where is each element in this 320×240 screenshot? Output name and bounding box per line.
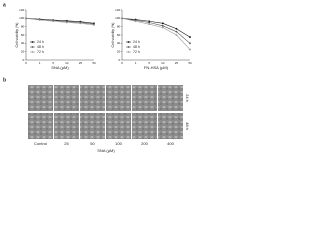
legend-label: 48 h [37,45,44,49]
legend-label: 48 h [133,45,140,49]
marker [175,30,178,33]
marker [79,22,82,25]
legend-marker [127,41,130,43]
column-label: Control [34,141,47,146]
legend-label: 24 h [133,40,140,44]
legend-marker [31,46,34,48]
marker [148,23,151,26]
marker [148,20,151,23]
legend-label: 72 h [37,50,44,54]
marker [121,17,123,20]
marker [175,27,178,30]
micrograph [28,113,53,139]
legend-label: 72 h [133,50,140,54]
x-axis-label: FN-HSA (μM) [144,65,169,70]
marker [161,24,164,27]
y-tick-label: 0 [119,58,121,62]
micrograph [132,85,157,111]
column-label: 25 [64,141,69,146]
legend-marker [127,46,130,48]
y-tick-label: 100 [19,16,24,20]
y-tick-label: 80 [117,24,121,28]
x-tick-label: 50 [92,61,96,65]
x-tick-label: 5 [148,61,150,65]
y-tick-label: 0 [23,58,25,62]
row-label: 48 h [185,122,190,130]
x-tick-label: 25 [79,61,83,65]
line [121,18,191,44]
legend-marker [31,41,34,43]
column-label: 100 [115,141,122,146]
x-tick-label: 0 [25,61,27,65]
line [25,18,95,26]
line [25,18,95,24]
micrograph [106,85,131,111]
marker [93,24,95,26]
x-tick-label: 1 [39,61,41,65]
y-tick-label: 120 [19,8,24,12]
y-tick-label: 100 [115,16,120,20]
grid-x-label: SNA (μM) [97,148,115,153]
micrograph [106,113,131,139]
micrograph [54,113,79,139]
marker [161,26,164,29]
x-axis-label: SNA (μM) [51,65,69,70]
line [25,18,95,25]
marker [134,20,137,23]
legend-marker [127,51,130,53]
x-tick-label: 50 [188,61,192,65]
line [121,18,191,50]
micrograph [80,113,105,139]
column-label: 400 [167,141,174,146]
marker [189,48,191,51]
legend-label: 24 h [37,40,44,44]
y-axis-label: Cell viability (%) [15,23,19,48]
column-label: 200 [141,141,148,146]
x-tick-label: 5 [52,61,54,65]
legend-marker [31,51,34,53]
row-label: 24 h [185,94,190,102]
panel-label: b [3,77,6,83]
x-tick-label: 25 [175,61,179,65]
y-tick-label: 40 [117,41,121,45]
y-tick-label: 60 [21,33,25,37]
micrograph [158,85,183,111]
y-tick-label: 120 [115,8,120,12]
panel-label: a [3,2,6,8]
line [121,18,191,38]
marker [148,21,151,24]
marker [175,34,178,36]
y-tick-label: 80 [21,24,25,28]
x-tick-label: 10 [161,61,165,65]
y-tick-label: 40 [21,41,25,45]
marker [189,42,191,45]
marker [189,36,191,38]
micrograph [132,113,157,139]
y-tick-label: 20 [117,49,121,53]
y-axis-label: Cell viability (%) [111,23,115,48]
x-tick-label: 1 [135,61,137,65]
marker [25,17,27,20]
micrograph [158,113,183,139]
marker [161,22,164,25]
marker [38,19,41,21]
micrograph [80,85,105,111]
marker [65,21,68,24]
marker [52,20,55,23]
column-label: 50 [90,141,95,146]
micrograph [28,85,53,111]
x-tick-label: 10 [65,61,69,65]
x-tick-label: 0 [121,61,123,65]
micrograph [54,85,79,111]
y-tick-label: 60 [117,33,121,37]
y-tick-label: 20 [21,49,25,53]
